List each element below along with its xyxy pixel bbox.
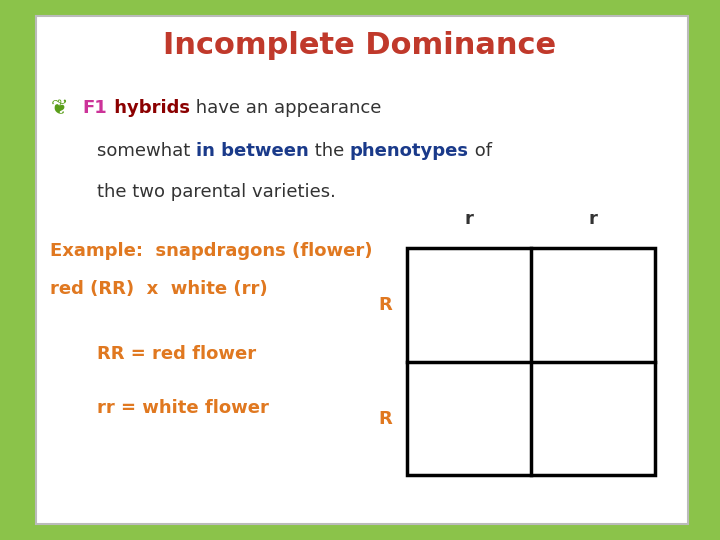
Text: the two parental varieties.: the two parental varieties.	[97, 183, 336, 201]
Text: F1: F1	[83, 99, 107, 117]
Text: Example:  snapdragons (flower): Example: snapdragons (flower)	[50, 242, 373, 260]
FancyBboxPatch shape	[36, 16, 688, 524]
Text: r: r	[464, 210, 473, 228]
Bar	[407, 248, 655, 475]
Text: have an appearance: have an appearance	[189, 99, 381, 117]
Text: r: r	[589, 210, 598, 228]
Text: Incomplete Dominance: Incomplete Dominance	[163, 31, 557, 60]
Text: ❦: ❦	[50, 98, 68, 118]
Text: in between: in between	[196, 142, 309, 160]
Text: of: of	[469, 142, 492, 160]
Text: R: R	[378, 409, 392, 428]
Text: R: R	[378, 296, 392, 314]
Text: somewhat: somewhat	[97, 142, 196, 160]
Text: the: the	[309, 142, 350, 160]
Text: hybrids: hybrids	[107, 99, 189, 117]
Text: rr = white flower: rr = white flower	[97, 399, 269, 417]
Text: red (RR)  x  white (rr): red (RR) x white (rr)	[50, 280, 268, 298]
Text: RR = red flower: RR = red flower	[97, 345, 256, 363]
Text: phenotypes: phenotypes	[350, 142, 469, 160]
